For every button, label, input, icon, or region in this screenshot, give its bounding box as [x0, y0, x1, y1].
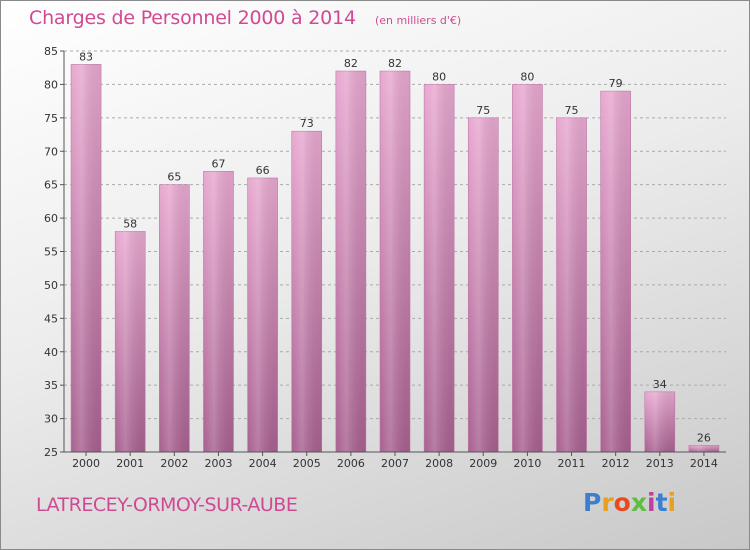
data-label: 79	[609, 77, 623, 90]
y-tick-label: 60	[44, 212, 58, 225]
data-label: 75	[476, 104, 490, 117]
x-tick-label: 2014	[690, 457, 718, 470]
bar-shine	[159, 184, 190, 452]
data-label: 26	[697, 431, 711, 444]
x-tick-label: 2005	[293, 457, 321, 470]
x-tick-label: 2010	[513, 457, 541, 470]
y-tick-label: 75	[44, 112, 58, 125]
logo-letter: o	[613, 488, 631, 517]
data-label: 75	[565, 104, 579, 117]
data-label: 34	[653, 378, 667, 391]
x-tick-label: 2013	[646, 457, 674, 470]
data-label: 80	[432, 70, 446, 83]
y-tick-label: 70	[44, 145, 58, 158]
bar-shine	[291, 131, 322, 452]
y-tick-label: 25	[44, 446, 58, 459]
y-tick-label: 40	[44, 346, 58, 359]
data-label: 80	[520, 70, 534, 83]
x-tick-label: 2003	[204, 457, 232, 470]
axis-layer: 25 30 35 40 45 50 55 60 65 70 75 80 85 2000 2001 2002 20…	[44, 45, 726, 470]
title-row: Charges de Personnel 2000 à 2014 (en mil…	[29, 7, 461, 29]
bar-shine	[71, 64, 102, 452]
data-label: 66	[256, 164, 270, 177]
y-tick-label: 85	[44, 45, 58, 58]
x-tick-label: 2011	[558, 457, 586, 470]
y-tick-label: 50	[44, 279, 58, 292]
x-tick-label: 2008	[425, 457, 453, 470]
data-label: 65	[167, 171, 181, 184]
chart-subtitle: (en milliers d'€)	[374, 14, 462, 27]
bar-shine	[644, 391, 675, 452]
y-tick-label: 55	[44, 246, 58, 259]
logo-letter: i	[647, 488, 656, 517]
logo-letter: i	[667, 488, 677, 517]
x-tick-label: 2004	[249, 457, 277, 470]
data-label: 83	[79, 50, 93, 63]
x-tick-label: 2006	[337, 457, 365, 470]
y-tick-label: 65	[44, 179, 58, 192]
data-label: 67	[211, 157, 225, 170]
bar-shine	[424, 84, 455, 453]
data-label: 82	[388, 57, 402, 70]
x-tick-label: 2007	[381, 457, 409, 470]
bar-shine	[512, 84, 543, 453]
logo-letter: P	[583, 488, 602, 517]
bar-shine	[379, 71, 411, 453]
data-label: 82	[344, 57, 358, 70]
data-label: 73	[300, 117, 314, 130]
proxiti-logo: Proxiti	[583, 488, 676, 517]
bar-shine	[203, 171, 234, 453]
bar-shine	[688, 445, 719, 452]
logo-letter: x	[630, 488, 647, 517]
place-name: LATRECEY-ORMOY-SUR-AUBE	[36, 494, 298, 516]
x-tick-label: 2012	[602, 457, 630, 470]
x-tick-label: 2001	[116, 457, 144, 470]
y-tick-label: 35	[44, 379, 58, 392]
bar-shine	[247, 177, 278, 452]
logo-letter: r	[601, 488, 614, 517]
x-tick-label: 2000	[72, 457, 100, 470]
y-tick-label: 80	[44, 78, 58, 91]
x-tick-label: 2002	[160, 457, 188, 470]
x-tick-label: 2009	[469, 457, 497, 470]
y-tick-label: 45	[44, 312, 58, 325]
labels-layer: 83 58 65 67 66 73 82 82 80 75 80 75 79 34 26	[79, 50, 711, 444]
bar-shine	[600, 91, 631, 452]
chart-title: Charges de Personnel 2000 à 2014	[29, 7, 356, 29]
data-label: 58	[123, 217, 137, 230]
bars-layer	[70, 64, 720, 453]
bar-shine	[468, 117, 499, 452]
bar-shine	[556, 117, 587, 452]
logo-letter: t	[655, 488, 668, 517]
y-tick-label: 30	[44, 413, 58, 426]
bar-shine	[115, 231, 146, 452]
bar-shine	[335, 71, 366, 453]
